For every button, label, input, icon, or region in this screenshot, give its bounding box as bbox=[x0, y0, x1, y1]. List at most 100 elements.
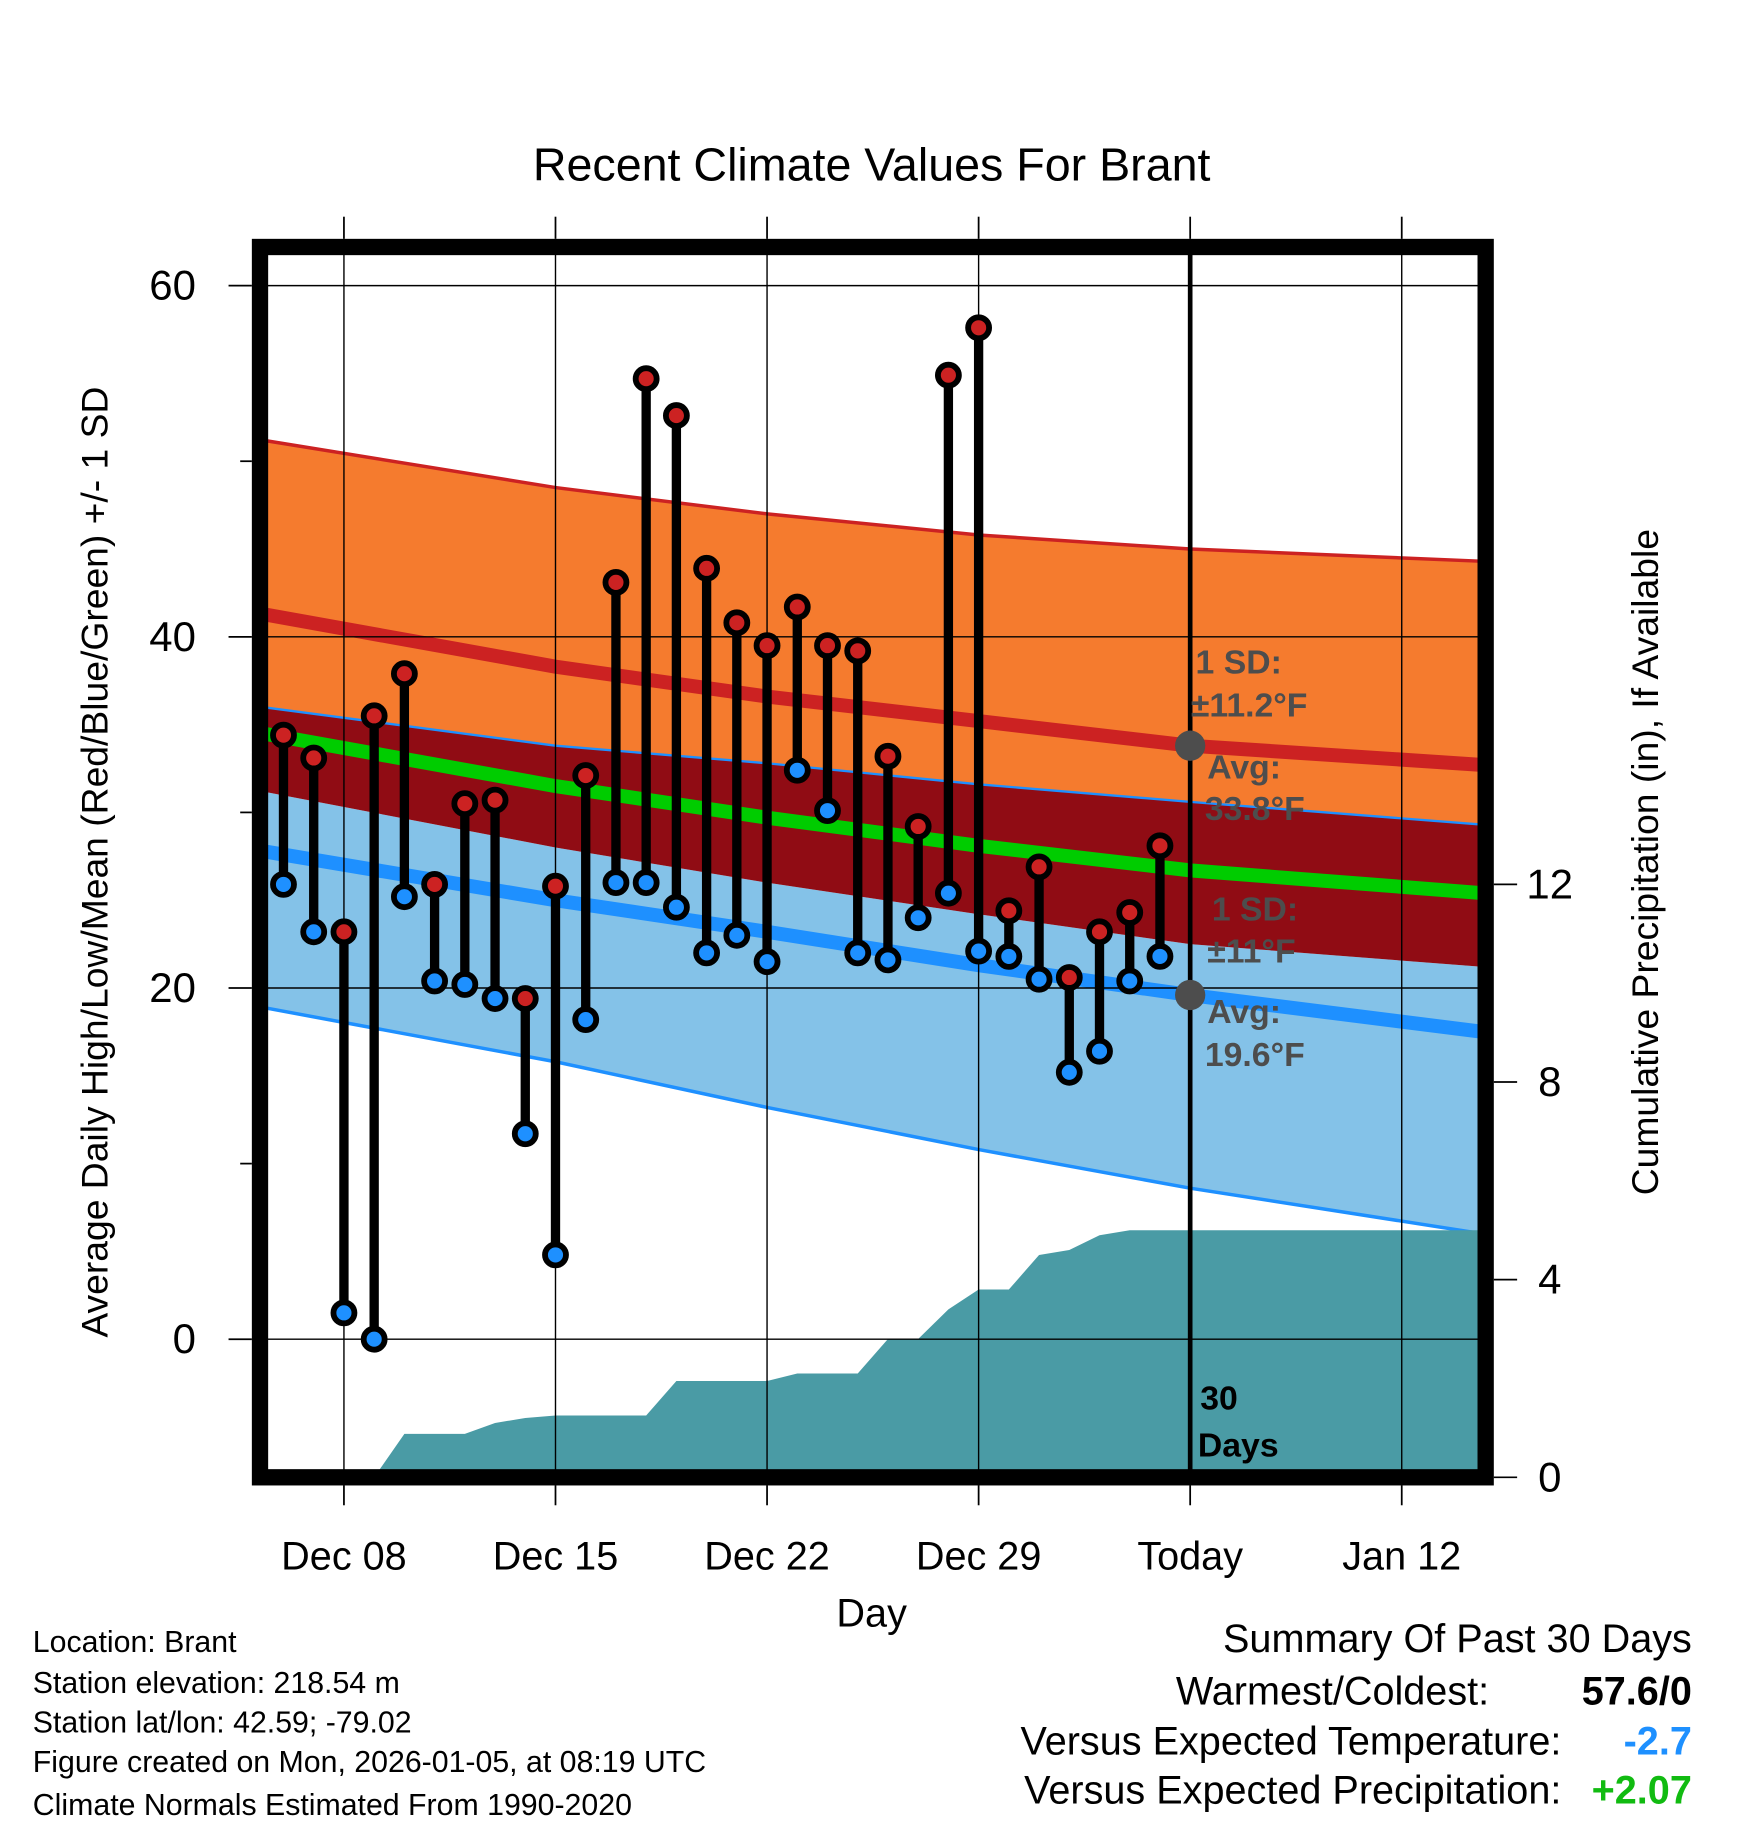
summary-precip-label: Versus Expected Precipitation: bbox=[1024, 1769, 1561, 1813]
info-latlon: Station lat/lon: 42.59; -79.02 bbox=[33, 1706, 412, 1739]
low-point bbox=[451, 971, 479, 998]
high-minus-sd-line bbox=[262, 705, 1484, 826]
plot-frame bbox=[251, 238, 1494, 1486]
low-point bbox=[511, 1120, 539, 1148]
low-point bbox=[1086, 1037, 1113, 1065]
period-label-2: Days bbox=[1198, 1426, 1279, 1464]
high-point bbox=[693, 554, 721, 582]
low-sd-label: 1 SD: bbox=[1212, 890, 1298, 928]
summary-precip-value: +2.07 bbox=[1592, 1769, 1692, 1813]
low-point bbox=[481, 985, 509, 1012]
high-point bbox=[1055, 964, 1083, 991]
mean-line bbox=[262, 726, 1484, 901]
high-point bbox=[481, 786, 509, 814]
high-point bbox=[1146, 832, 1174, 860]
high-point bbox=[421, 871, 449, 898]
x-tick-label: Jan 12 bbox=[1342, 1534, 1461, 1578]
low-avg-label: Avg: bbox=[1207, 993, 1281, 1031]
y2-axis-label: Cumulative Precipitation (in), If Availa… bbox=[1624, 529, 1666, 1195]
high-point bbox=[270, 721, 297, 749]
y2-tick-label: 8 bbox=[1538, 1058, 1561, 1105]
low-point bbox=[1055, 1058, 1083, 1086]
period-label-1: 30 bbox=[1200, 1380, 1238, 1418]
high-sd-band bbox=[262, 440, 1484, 825]
low-point bbox=[421, 967, 449, 995]
info-normals: Climate Normals Estimated From 1990-2020 bbox=[33, 1789, 632, 1822]
low-point bbox=[1025, 965, 1053, 993]
y2-tick-label: 0 bbox=[1538, 1453, 1561, 1500]
high-point bbox=[904, 813, 932, 840]
high-point bbox=[844, 637, 872, 665]
y2-tick-label: 4 bbox=[1538, 1256, 1561, 1303]
high-point bbox=[632, 365, 660, 393]
low-sd-value: ±11°F bbox=[1207, 932, 1295, 970]
x-axis-label: Day bbox=[836, 1591, 907, 1635]
low-avg-value: 19.6°F bbox=[1205, 1036, 1305, 1074]
low-point bbox=[874, 946, 902, 974]
low-point bbox=[662, 893, 690, 921]
high-point bbox=[723, 609, 751, 637]
high-point bbox=[390, 660, 418, 688]
low-point bbox=[300, 918, 328, 946]
y-tick-label: 60 bbox=[149, 262, 196, 309]
low-point bbox=[995, 943, 1023, 970]
low-point bbox=[814, 797, 841, 825]
high-point bbox=[572, 762, 600, 789]
low-point bbox=[360, 1325, 388, 1353]
high-avg-label: Avg: bbox=[1207, 748, 1281, 786]
summary-warmest-label: Warmest/Coldest: bbox=[1176, 1670, 1489, 1714]
high-avg-marker bbox=[1175, 730, 1206, 761]
high-point bbox=[542, 872, 569, 900]
high-point bbox=[451, 790, 479, 818]
summary-warmest-value: 57.6/0 bbox=[1582, 1670, 1692, 1714]
y-axis-label: Average Daily High/Low/Mean (Red/Blue/Gr… bbox=[73, 387, 115, 1338]
low-point bbox=[753, 948, 781, 976]
high-point bbox=[330, 918, 358, 946]
x-tick-label: Today bbox=[1137, 1534, 1243, 1578]
info-location: Location: Brant bbox=[33, 1626, 237, 1659]
station-info: Location: Brant Station elevation: 218.5… bbox=[33, 1626, 706, 1822]
low-point bbox=[1146, 943, 1174, 970]
high-mean-line bbox=[262, 607, 1484, 772]
low-point bbox=[783, 756, 811, 784]
low-point bbox=[572, 1006, 600, 1034]
high-point bbox=[874, 742, 902, 770]
low-point bbox=[1116, 967, 1144, 995]
y-tick-label: 40 bbox=[149, 613, 196, 660]
x-tick-label: Dec 22 bbox=[704, 1534, 830, 1578]
high-point bbox=[1116, 899, 1144, 926]
info-elevation: Station elevation: 218.54 m bbox=[33, 1667, 400, 1700]
high-plus-sd-line bbox=[262, 438, 1484, 564]
low-point bbox=[390, 883, 418, 911]
info-created: Figure created on Mon, 2026-01-05, at 08… bbox=[33, 1746, 706, 1779]
high-point bbox=[662, 402, 690, 429]
low-point bbox=[844, 939, 872, 967]
high-point bbox=[1025, 853, 1053, 881]
high-point bbox=[1086, 918, 1113, 946]
summary-temp-label: Versus Expected Temperature: bbox=[1020, 1720, 1561, 1764]
low-point bbox=[330, 1299, 358, 1327]
low-point bbox=[602, 869, 630, 897]
summary: Summary Of Past 30 Days Warmest/Coldest:… bbox=[1020, 1617, 1691, 1812]
high-point bbox=[602, 568, 630, 596]
high-point bbox=[300, 744, 328, 772]
high-sd-label: 1 SD: bbox=[1196, 643, 1282, 681]
high-point bbox=[783, 593, 811, 621]
low-point bbox=[693, 939, 721, 967]
summary-temp-value: -2.7 bbox=[1624, 1720, 1692, 1764]
high-point bbox=[511, 985, 539, 1012]
low-point bbox=[632, 869, 660, 897]
x-tick-label: Dec 29 bbox=[916, 1534, 1042, 1578]
low-point bbox=[270, 871, 297, 898]
high-point bbox=[965, 314, 993, 342]
high-sd-value: ±11.2°F bbox=[1191, 687, 1308, 725]
high-point bbox=[360, 702, 388, 730]
summary-title: Summary Of Past 30 Days bbox=[1223, 1617, 1692, 1661]
high-point bbox=[814, 632, 841, 659]
low-point bbox=[723, 921, 751, 949]
low-point bbox=[904, 904, 932, 932]
y-tick-label: 0 bbox=[173, 1315, 196, 1362]
y2-tick-label: 12 bbox=[1526, 860, 1573, 907]
low-avg-marker bbox=[1175, 979, 1206, 1011]
